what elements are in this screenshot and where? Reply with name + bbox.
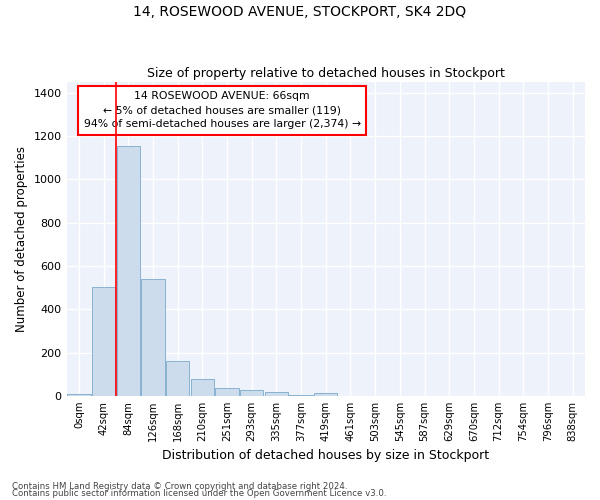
Bar: [314, 392, 337, 396]
Bar: [141, 279, 164, 396]
Bar: [92, 286, 115, 396]
Bar: [67, 394, 91, 396]
Bar: [191, 378, 214, 396]
Text: Contains HM Land Registry data © Crown copyright and database right 2024.: Contains HM Land Registry data © Crown c…: [12, 482, 347, 491]
Text: 14 ROSEWOOD AVENUE: 66sqm
← 5% of detached houses are smaller (119)
94% of semi-: 14 ROSEWOOD AVENUE: 66sqm ← 5% of detach…: [83, 92, 361, 130]
Text: 14, ROSEWOOD AVENUE, STOCKPORT, SK4 2DQ: 14, ROSEWOOD AVENUE, STOCKPORT, SK4 2DQ: [133, 5, 467, 19]
Y-axis label: Number of detached properties: Number of detached properties: [15, 146, 28, 332]
Bar: [289, 395, 313, 396]
X-axis label: Distribution of detached houses by size in Stockport: Distribution of detached houses by size …: [162, 450, 490, 462]
Bar: [265, 392, 288, 396]
Title: Size of property relative to detached houses in Stockport: Size of property relative to detached ho…: [147, 66, 505, 80]
Bar: [116, 146, 140, 396]
Bar: [240, 390, 263, 396]
Text: Contains public sector information licensed under the Open Government Licence v3: Contains public sector information licen…: [12, 490, 386, 498]
Bar: [215, 388, 239, 396]
Bar: [166, 362, 190, 396]
